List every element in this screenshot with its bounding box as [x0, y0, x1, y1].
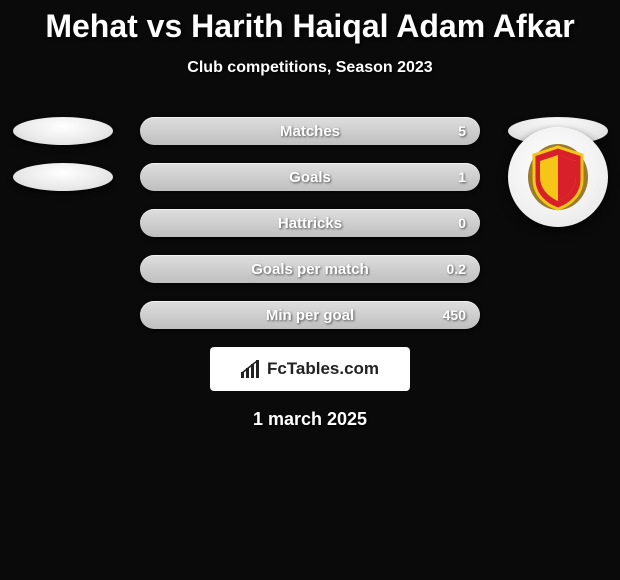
stat-value-right: 1 [458, 169, 466, 185]
date-label: 1 march 2025 [0, 409, 620, 430]
right-slot-goals [505, 127, 610, 227]
shield-icon [526, 141, 590, 213]
page-title: Mehat vs Harith Haiqal Adam Afkar [0, 0, 620, 45]
source-badge: FcTables.com [210, 347, 410, 391]
stats-container: Matches 5 Goals 1 Hattricks 0 Goals [140, 117, 480, 329]
left-slot-matches [10, 117, 115, 145]
stat-row-mpg: Min per goal 450 [140, 301, 480, 329]
stat-row-gpm: Goals per match 0.2 [140, 255, 480, 283]
chart-icon [241, 360, 261, 378]
source-badge-label: FcTables.com [267, 359, 379, 379]
stat-value-right: 0 [458, 215, 466, 231]
subtitle: Club competitions, Season 2023 [0, 59, 620, 77]
stat-label: Min per goal [266, 307, 354, 324]
stat-label: Goals per match [251, 261, 369, 278]
stat-value-right: 450 [443, 307, 466, 323]
stat-row-hattricks: Hattricks 0 [140, 209, 480, 237]
stat-label: Hattricks [278, 215, 342, 232]
left-oval-icon [13, 117, 113, 145]
left-slot-goals [10, 163, 115, 191]
stat-value-right: 5 [458, 123, 466, 139]
stat-label: Matches [280, 123, 340, 140]
club-crest-icon [508, 127, 608, 227]
left-oval-icon [13, 163, 113, 191]
stat-row-matches: Matches 5 [140, 117, 480, 145]
stat-row-goals: Goals 1 [140, 163, 480, 191]
stat-value-right: 0.2 [447, 261, 466, 277]
stat-label: Goals [289, 169, 331, 186]
